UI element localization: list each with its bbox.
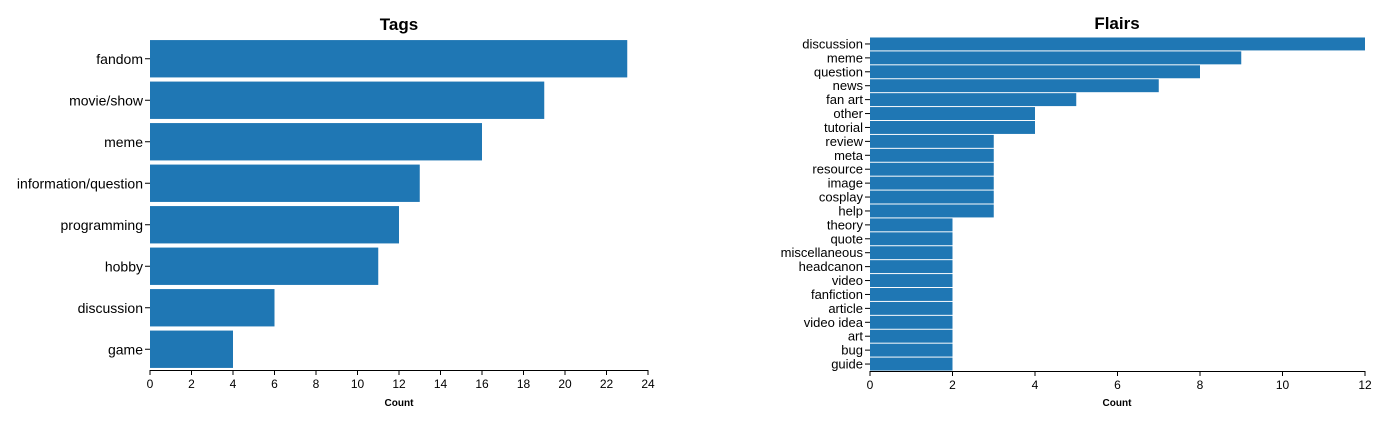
flairs-category-label: image [828, 176, 863, 191]
flairs-category-label: fanfiction [811, 287, 863, 302]
flairs-x-tick-label: 10 [1276, 378, 1290, 392]
flairs-x-tick-label: 8 [1197, 378, 1204, 392]
flairs-category-label: discussion [802, 36, 863, 51]
flairs-x-axis: 0 2 4 6 8 10 12 [867, 371, 1372, 392]
flairs-category-label: meme [827, 50, 863, 65]
flairs-bar [870, 301, 953, 315]
tags-x-tick-label: 20 [558, 377, 572, 391]
tags-category-label: meme [104, 134, 143, 150]
flairs-chart: Flairs discussion meme question news fan art… [690, 0, 1382, 421]
tags-x-tick-label: 2 [188, 377, 195, 391]
flairs-category-label: resource [812, 162, 863, 177]
flairs-bar [870, 65, 1200, 79]
tags-bar [150, 247, 379, 285]
flairs-bar [870, 37, 1365, 51]
flairs-bar [870, 357, 953, 371]
flairs-category-label: fan art [826, 92, 863, 107]
tags-category-label: game [108, 341, 143, 357]
tags-x-tick-label: 18 [517, 377, 531, 391]
flairs-category-label: question [814, 64, 863, 79]
tags-category-label: movie/show [69, 92, 144, 108]
flairs-category-label: video [832, 273, 863, 288]
flairs-bar [870, 232, 953, 246]
flairs-category-label: guide [831, 357, 863, 372]
tags-category-label: discussion [78, 300, 143, 316]
tags-x-tick-label: 6 [271, 377, 278, 391]
flairs-bar [870, 120, 1035, 134]
tags-category-label: programming [61, 217, 143, 233]
tags-x-tick-label: 22 [600, 377, 614, 391]
flairs-x-tick-label: 4 [1032, 378, 1039, 392]
tags-x-tick-label: 14 [434, 377, 448, 391]
flairs-bar [870, 190, 994, 204]
tags-bar [150, 206, 399, 244]
tags-category-labels: fandom movie/show meme information/question… [17, 51, 150, 357]
flairs-category-label: bug [841, 343, 863, 358]
flairs-category-label: video idea [804, 315, 864, 330]
flairs-bar [870, 134, 994, 148]
flairs-bar [870, 218, 953, 232]
flairs-bar [870, 162, 994, 176]
flairs-category-label: miscellaneous [781, 245, 864, 260]
tags-bars [150, 40, 628, 368]
flairs-category-label: help [838, 203, 863, 218]
flairs-bar [870, 274, 953, 288]
flairs-bar [870, 51, 1242, 65]
tags-category-label: hobby [105, 258, 143, 274]
flairs-category-label: quote [830, 231, 863, 246]
flairs-bar [870, 79, 1159, 93]
flairs-x-tick-label: 12 [1358, 378, 1372, 392]
tags-x-tick-label: 10 [351, 377, 365, 391]
tags-category-label: fandom [96, 51, 143, 67]
flairs-bar [870, 93, 1077, 107]
tags-bar [150, 330, 233, 368]
flairs-bar [870, 204, 994, 218]
flairs-category-label: other [833, 106, 863, 121]
tags-chart-title: Tags [380, 15, 418, 34]
tags-x-tick-label: 24 [641, 377, 655, 391]
tags-x-tick-label: 8 [313, 377, 320, 391]
flairs-bar [870, 148, 994, 162]
tags-chart: Tags fandom movie/show meme information/que… [0, 0, 690, 421]
tags-x-tick-label: 0 [147, 377, 154, 391]
flairs-category-label: art [848, 329, 864, 344]
tags-x-tick-label: 16 [475, 377, 489, 391]
flairs-x-tick-label: 6 [1114, 378, 1121, 392]
flairs-x-axis-title: Count [1103, 398, 1133, 409]
flairs-category-label: headcanon [799, 259, 863, 274]
tags-category-label: information/question [17, 175, 143, 191]
flairs-bar [870, 315, 953, 329]
flairs-bar [870, 343, 953, 357]
flairs-category-label: news [833, 78, 864, 93]
flairs-category-label: review [825, 134, 863, 149]
flairs-bar [870, 287, 953, 301]
flairs-category-label: meta [834, 148, 864, 163]
flairs-bar [870, 329, 953, 343]
flairs-bar [870, 107, 1035, 121]
tags-bar [150, 81, 545, 119]
tags-bar [150, 164, 420, 202]
flairs-bar [870, 246, 953, 260]
tags-bar [150, 40, 628, 78]
tags-x-axis: 0 2 4 6 8 10 12 14 16 18 20 22 24 [147, 370, 655, 391]
flairs-x-tick-label: 2 [949, 378, 956, 392]
flairs-category-label: tutorial [824, 120, 863, 135]
flairs-bar [870, 260, 953, 274]
tags-chart-svg: Tags fandom movie/show meme information/que… [17, 15, 655, 409]
flairs-x-tick-label: 0 [867, 378, 874, 392]
tags-x-tick-label: 4 [230, 377, 237, 391]
flairs-bar [870, 176, 994, 190]
flairs-bars [870, 37, 1365, 371]
tags-bar [150, 289, 275, 327]
tags-x-axis-title: Count [385, 398, 415, 409]
flairs-chart-title: Flairs [1094, 14, 1139, 33]
flairs-category-label: theory [827, 217, 864, 232]
tags-bar [150, 123, 482, 161]
flairs-category-label: cosplay [819, 190, 864, 205]
flairs-category-label: article [828, 301, 863, 316]
tags-x-tick-label: 12 [392, 377, 406, 391]
